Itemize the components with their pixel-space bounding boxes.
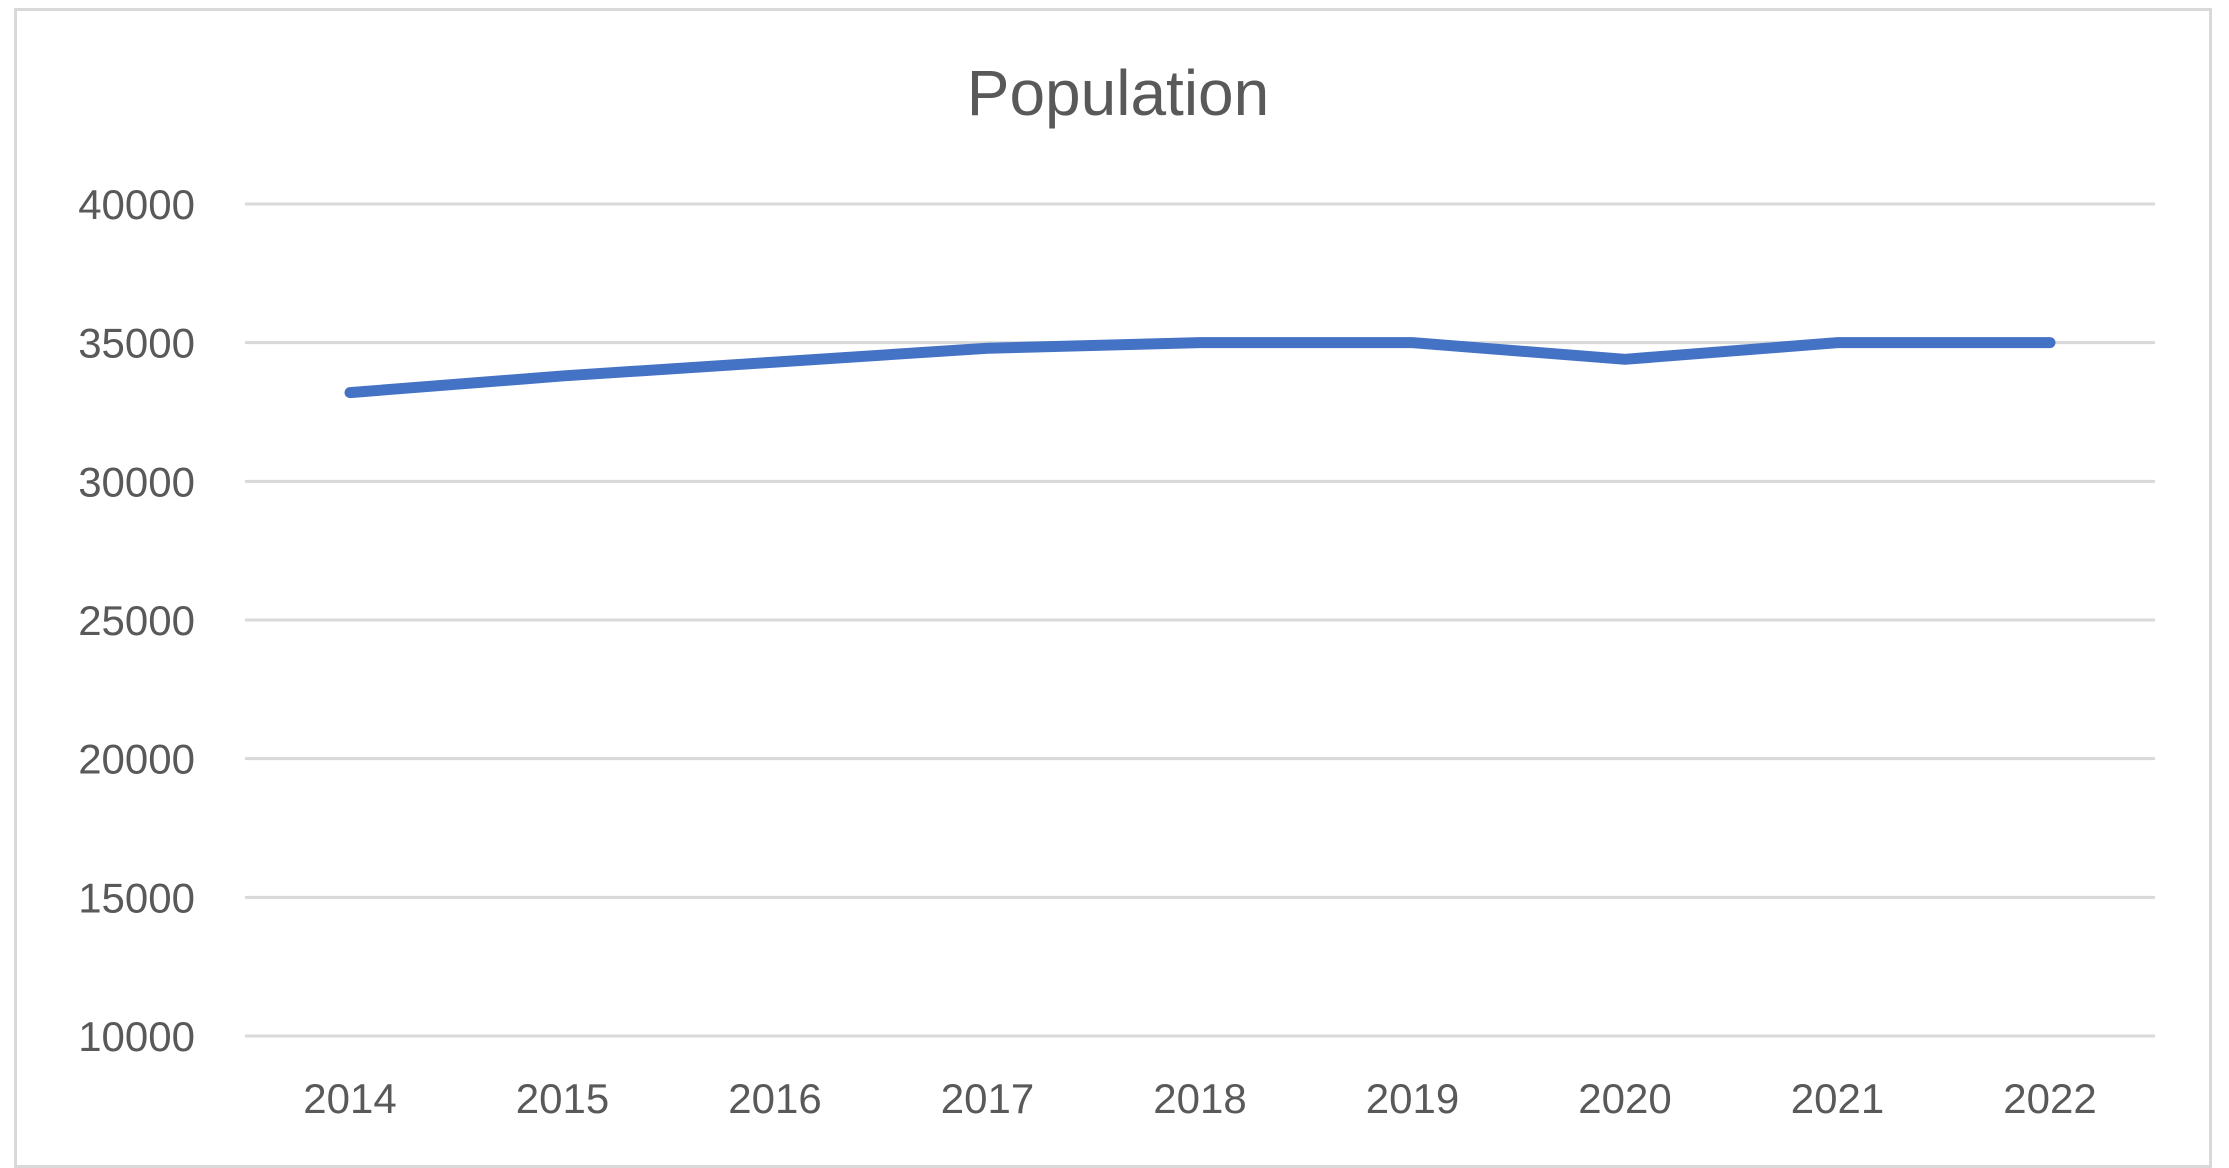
x-tick-label: 2019: [1366, 1075, 1459, 1122]
x-tick-label: 2017: [941, 1075, 1034, 1122]
y-axis-tick-labels: 10000 15000 20000 25000 30000 35000 40000: [78, 181, 195, 1060]
y-tick-label: 20000: [78, 736, 195, 783]
gridlines: [245, 204, 2155, 1036]
x-tick-label: 2018: [1153, 1075, 1246, 1122]
series-layer: [350, 343, 2050, 393]
x-tick-label: 2016: [728, 1075, 821, 1122]
x-tick-label: 2014: [303, 1075, 396, 1122]
x-tick-label: 2020: [1578, 1075, 1671, 1122]
y-tick-label: 30000: [78, 458, 195, 505]
y-tick-label: 35000: [78, 320, 195, 367]
chart-title: Population: [967, 57, 1269, 129]
y-tick-label: 40000: [78, 181, 195, 228]
x-tick-label: 2015: [516, 1075, 609, 1122]
series-line-0: [350, 343, 2050, 393]
y-tick-label: 10000: [78, 1013, 195, 1060]
y-tick-label: 15000: [78, 874, 195, 921]
y-tick-label: 25000: [78, 597, 195, 644]
x-axis-tick-labels: 2014 2015 2016 2017 2018 2019 2020 2021 2022: [303, 1075, 2096, 1122]
x-tick-label: 2022: [2003, 1075, 2096, 1122]
x-tick-label: 2021: [1791, 1075, 1884, 1122]
